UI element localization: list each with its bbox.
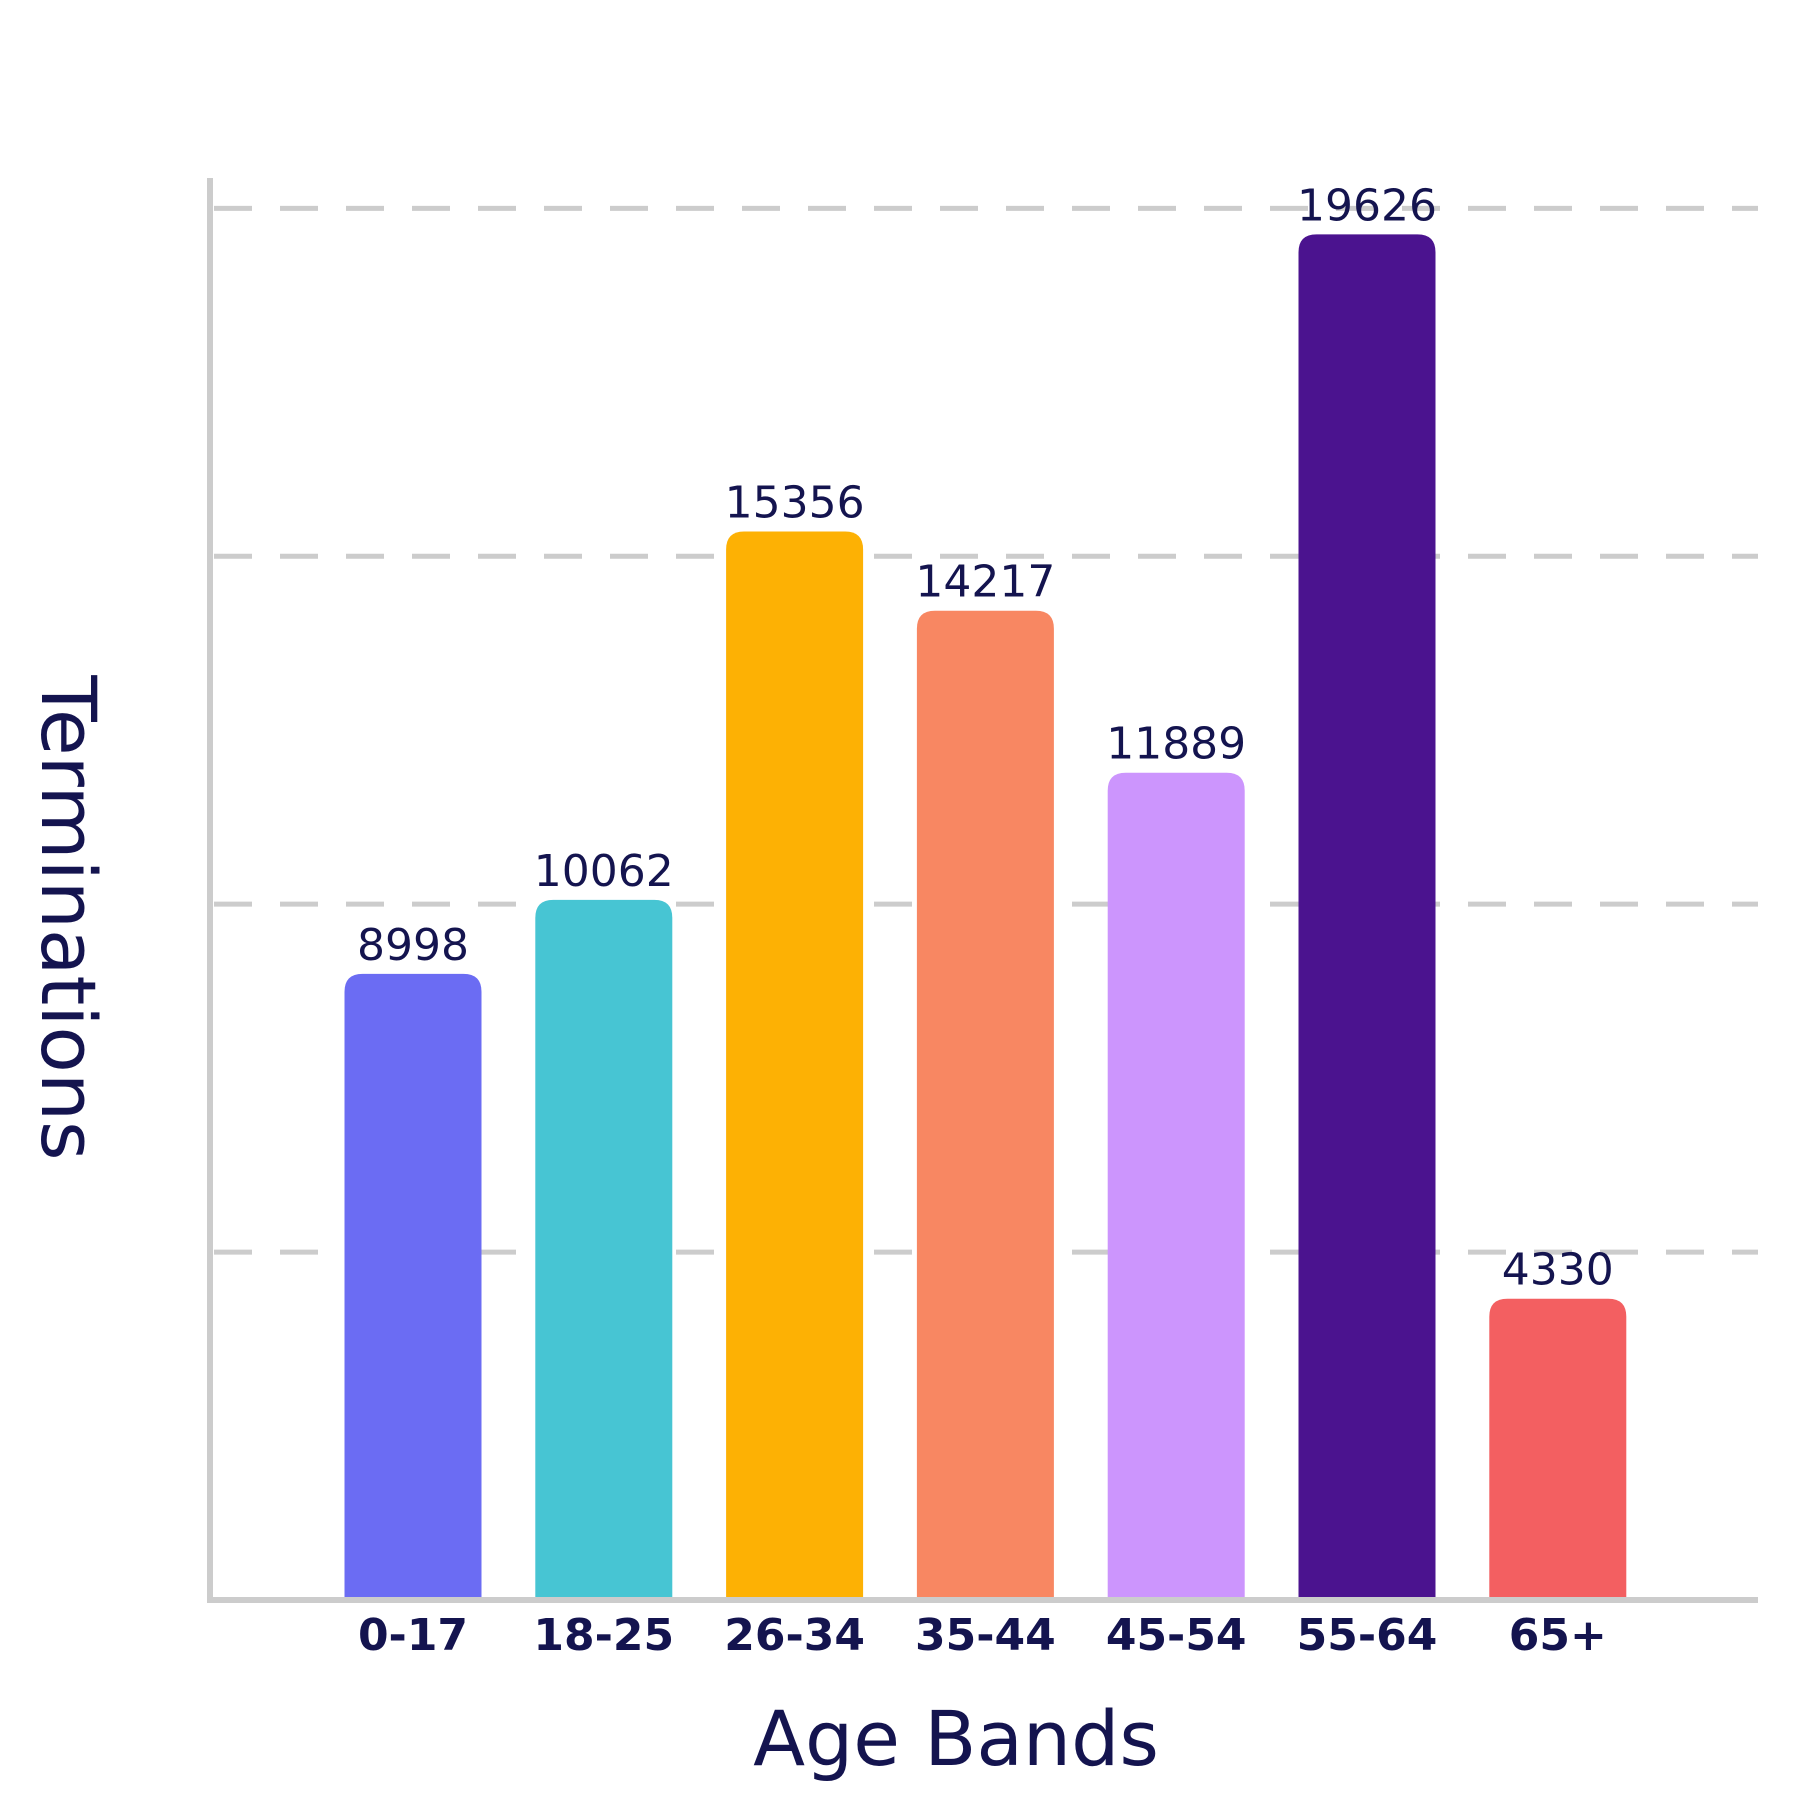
x-axis-title: Age Bands (753, 1694, 1159, 1783)
bar-18-25 (535, 899, 673, 1597)
bar-55-64 (1298, 234, 1436, 1597)
x-tick-label-35-44: 35-44 (915, 1610, 1056, 1661)
bar-35-44 (916, 610, 1054, 1597)
bar-65+ (1489, 1298, 1627, 1597)
x-tick-label-0-17: 0-17 (358, 1610, 468, 1661)
bar-26-34 (726, 531, 864, 1598)
value-label-45-54: 11889 (1106, 719, 1246, 770)
value-label-0-17: 8998 (357, 920, 469, 971)
axes (207, 178, 1758, 1603)
x-tick-label-65+: 65+ (1509, 1610, 1607, 1661)
value-label-65+: 4330 (1502, 1245, 1614, 1296)
x-tick-label-18-25: 18-25 (533, 1610, 674, 1661)
y-axis-title: Terminations (24, 674, 113, 1160)
x-tick-label-45-54: 45-54 (1106, 1610, 1247, 1661)
bar-0-17 (344, 973, 482, 1597)
x-tick-labels: 0-17 18-25 26-34 35-44 45-54 55-64 65+ (358, 1610, 1607, 1661)
bar-45-54 (1107, 772, 1245, 1597)
value-labels: 8998 10062 15356 14217 11889 19626 4330 (357, 180, 1614, 1295)
value-label-35-44: 14217 (915, 557, 1055, 608)
value-label-18-25: 10062 (534, 846, 674, 897)
value-label-26-34: 15356 (725, 477, 865, 528)
x-tick-label-26-34: 26-34 (724, 1610, 865, 1661)
x-tick-label-55-64: 55-64 (1297, 1610, 1438, 1661)
value-label-55-64: 19626 (1297, 180, 1437, 231)
bars (344, 234, 1627, 1598)
gridlines (214, 205, 1758, 1255)
